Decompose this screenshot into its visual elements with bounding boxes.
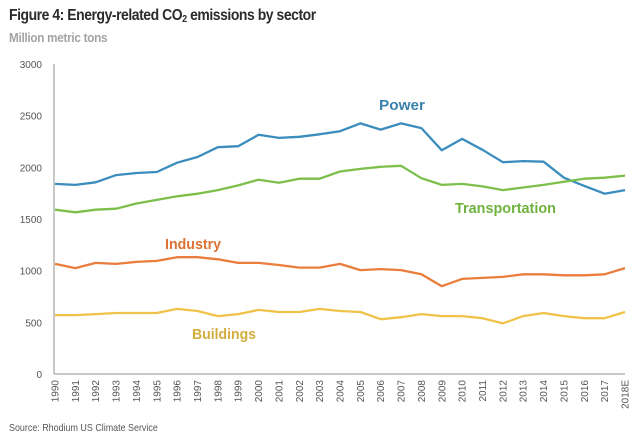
x-tick-label: 1993 (112, 380, 123, 403)
y-tick-label: 1500 (20, 215, 43, 226)
y-tick-label: 2000 (20, 163, 43, 174)
x-tick-label: 2008 (417, 380, 428, 403)
x-tick-label: 2014 (539, 380, 550, 403)
x-tick-label: 1997 (193, 380, 204, 403)
chart-title: Figure 4: Energy-related CO2 emissions b… (9, 7, 316, 25)
x-tick-label: 2007 (397, 380, 408, 403)
x-tick-label: 2011 (478, 380, 489, 402)
series-label-industry: Industry (165, 236, 222, 253)
x-tick-label: 2002 (295, 380, 306, 403)
series-labels: Power Transportation Industry Buildings (165, 97, 556, 343)
x-tick-label: 2013 (519, 380, 530, 403)
title-text-suffix: emissions by sector (186, 7, 316, 24)
x-tick-label: 1991 (71, 380, 82, 403)
x-tick-label: 1992 (91, 380, 102, 403)
y-tick-label: 0 (36, 370, 42, 381)
x-tick-label: 2004 (336, 380, 347, 403)
x-tick-label: 2009 (437, 380, 448, 403)
y-tick-label: 1000 (20, 267, 43, 278)
y-axis-ticks: 0 500 1000 1500 2000 2500 3000 (20, 60, 43, 381)
series-label-transportation: Transportation (455, 200, 556, 217)
x-tick-label: 2005 (356, 380, 367, 403)
chart-subtitle: Million metric tons (9, 30, 108, 45)
x-tick-label: 1996 (173, 380, 184, 403)
x-tick-label: 2000 (254, 380, 265, 403)
x-tick-label: 2017 (600, 380, 611, 403)
x-tick-label: 2010 (458, 380, 469, 403)
y-tick-label: 3000 (20, 60, 43, 71)
series-line-transportation (54, 164, 626, 214)
series-line-power (54, 122, 626, 195)
x-tick-label: 1990 (51, 380, 62, 403)
y-tick-label: 500 (25, 318, 42, 329)
title-subscript: 2 (182, 14, 187, 25)
series-label-buildings: Buildings (192, 326, 256, 343)
series-lines (54, 122, 626, 325)
x-tick-label: 2012 (498, 380, 509, 403)
x-tick-label: 1995 (152, 380, 163, 403)
x-axis-ticks: 1990 1991 1992 1993 1994 1995 1996 1997 1998 1999… (51, 380, 632, 409)
x-tick-label: 1999 (234, 380, 245, 403)
x-tick-label: 1998 (213, 380, 224, 403)
x-tick-label: 2006 (376, 380, 387, 403)
y-tick-label: 2500 (20, 112, 43, 123)
x-tick-label: 1994 (132, 380, 143, 403)
series-line-buildings (55, 307, 626, 325)
series-label-power: Power (379, 97, 425, 114)
series-line-industry (54, 256, 626, 288)
x-tick-label: 2015 (559, 380, 570, 403)
title-text: Figure 4: Energy-related CO (9, 7, 183, 24)
x-tick-label: 2003 (315, 380, 326, 403)
source-note: Source: Rhodium US Climate Service (9, 422, 158, 434)
x-tick-label: 2016 (580, 380, 591, 403)
x-tick-label: 2018E (621, 380, 632, 409)
x-tick-label: 2001 (274, 380, 285, 403)
